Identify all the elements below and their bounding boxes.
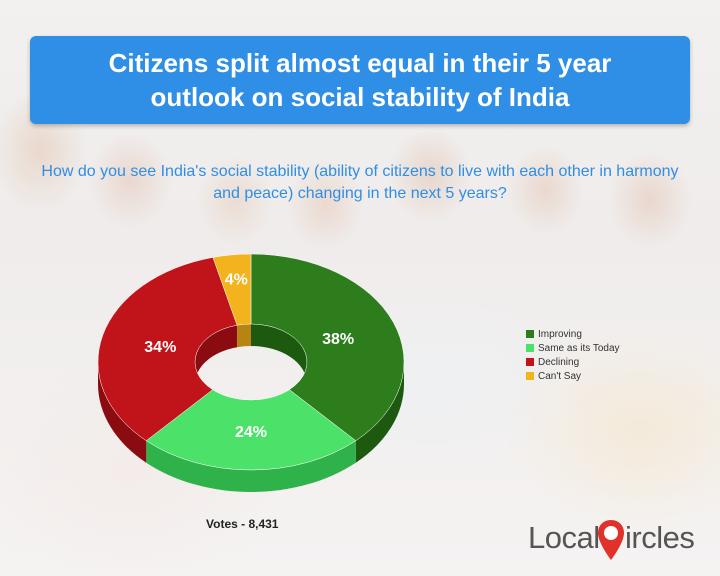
slice-side-same-as-its-today [146,440,356,493]
legend-swatch [526,344,534,352]
legend-label: Improving [538,328,582,340]
slice-side-declining [98,362,147,463]
legend-label: Can't Say [538,370,582,382]
title-banner: Citizens split almost equal in their 5 y… [30,36,690,124]
legend-swatch [526,358,534,366]
page-title: Citizens split almost equal in their 5 y… [108,48,612,112]
legend-swatch [526,330,534,338]
slice-same-as-its-today [145,389,357,471]
logo-text-ircles: ircles [625,520,695,555]
data-label-improving: 38% [322,331,354,348]
data-label-same-as-its-today: 24% [235,424,267,441]
localcircles-logo: Local ircles [528,512,718,562]
survey-question: How do you see India's social stability … [41,163,679,202]
legend-item: Improving [526,327,620,341]
data-label-declining: 34% [144,339,176,356]
logo-text-local: Local [528,520,600,555]
donut-tops [97,253,405,471]
slice-can-t-say [212,253,252,326]
slice-declining [97,257,238,442]
slice-inner-improving [251,324,307,384]
slice-improving [250,253,405,442]
legend-item: Can't Say [526,369,620,383]
legend-swatch [526,372,534,380]
donut-labels: 38% 24% 34% 4% [144,272,354,441]
votes-count: Votes - 8,431 [206,517,279,531]
data-label-can-t-say: 4% [225,272,248,289]
legend-label: Declining [538,356,580,368]
chart-legend: Improving Same as its Today Declining Can't… [526,327,620,383]
legend-label: Same as its Today [538,342,620,354]
slice-inner-can-t-say [237,323,251,348]
slice-side-improving [355,362,404,463]
legend-item: Same as its Today [526,341,620,355]
location-pin-icon [598,520,624,560]
legend-item: Declining [526,355,620,369]
